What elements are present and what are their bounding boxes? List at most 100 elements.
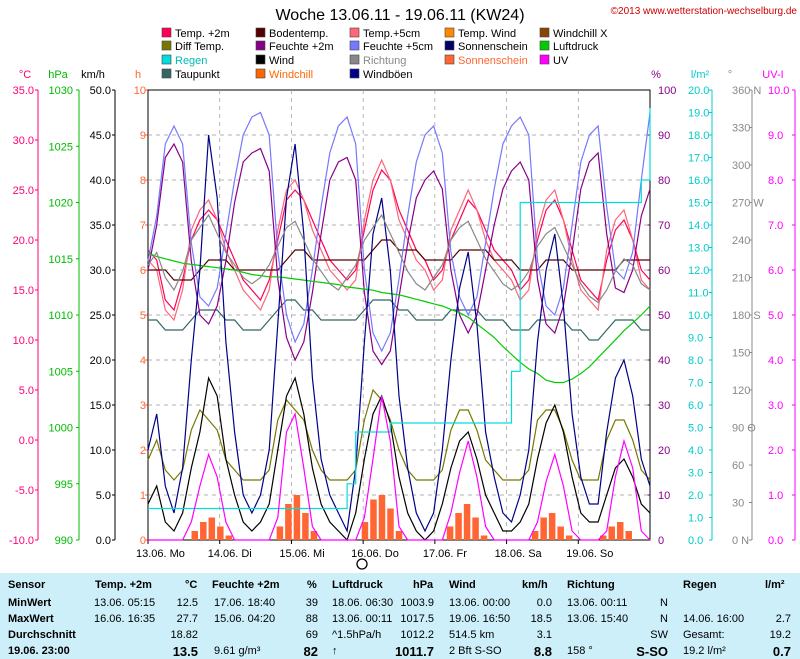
pressure_hpa-unit-label: hPa bbox=[48, 69, 68, 81]
stats-temp-detail: 13.06. 05:15 bbox=[94, 597, 156, 609]
legend-swatch bbox=[349, 54, 360, 65]
rain_lm2-tick-label: 5.0 bbox=[688, 423, 703, 435]
stats-hum-value: 39 bbox=[305, 597, 318, 609]
series-line-richtung bbox=[147, 213, 651, 304]
stats-header-sensor: Sensor bbox=[8, 579, 46, 591]
uv_index-unit-label: UV-I bbox=[762, 69, 783, 81]
stats-row-label: 19.06. 23:00 bbox=[8, 645, 70, 657]
stats-hum-value: 82 bbox=[303, 644, 318, 659]
uv_index-tick-label: 7.0 bbox=[768, 220, 783, 232]
sunshine-bar bbox=[302, 513, 309, 540]
legend-label: Luftdruck bbox=[553, 41, 599, 53]
stats-header-hum: Feuchte +2m bbox=[212, 579, 280, 591]
uv_index-tick-label: 4.0 bbox=[768, 355, 783, 367]
sun_h-tick-label: 4 bbox=[140, 355, 146, 367]
sunshine-bar bbox=[446, 526, 454, 540]
stats-dir-value: N bbox=[660, 597, 668, 609]
sunshine-bar bbox=[463, 504, 471, 540]
humidity_pct-tick-label: 50 bbox=[658, 310, 670, 322]
stats-row-label: MaxWert bbox=[8, 613, 54, 625]
stats-rain-value: 2.7 bbox=[775, 613, 791, 625]
rain_lm2-tick-label: 20.0 bbox=[688, 85, 709, 97]
sunshine-bar bbox=[472, 517, 479, 540]
wind_kmh-tick-label: 20.0 bbox=[90, 355, 111, 367]
legend-label: Taupunkt bbox=[175, 69, 220, 81]
x-axis: 13.06. Mo 14.06. Di 15.06. Mi 16.06. Do 17.0… bbox=[136, 540, 613, 560]
legend: Temp. +2m Bodentemp. Temp.+5cm Temp. Wind Wi… bbox=[161, 27, 608, 81]
rain_lm2-tick-label: 12.0 bbox=[688, 265, 709, 277]
stats-header-temp-unit: °C bbox=[185, 579, 198, 591]
rain_lm2-tick-label: 18.0 bbox=[688, 130, 709, 142]
copyright-text: ©2013 www.wetterstation-wechselburg.de bbox=[611, 6, 798, 17]
pressure_hpa-tick-label: 990 bbox=[55, 535, 73, 547]
uv_index-tick-label: 5.0 bbox=[768, 310, 783, 322]
legend-label: Windböen bbox=[363, 69, 413, 81]
humidity_pct-tick-label: 10 bbox=[658, 490, 670, 502]
temp_c-tick-label: 35.0 bbox=[13, 85, 34, 97]
direction_deg-unit-label: ° bbox=[728, 69, 732, 81]
rain_lm2-tick-label: 13.0 bbox=[688, 243, 709, 255]
stats-wind-detail: 13.06. 00:00 bbox=[449, 597, 511, 609]
stats-dir-detail: 158 ° bbox=[567, 645, 593, 657]
direction_deg-tick-label: 360 N bbox=[732, 85, 761, 97]
pressure_hpa-tick-label: 1010 bbox=[49, 310, 73, 322]
rain_lm2-tick-label: 4.0 bbox=[688, 445, 703, 457]
stats-press-value: 1012.2 bbox=[400, 629, 434, 641]
sun_h-tick-label: 6 bbox=[140, 265, 146, 277]
legend-label: Regen bbox=[175, 55, 207, 67]
direction_deg-tick-label: 120 bbox=[732, 385, 750, 397]
rain_lm2-tick-label: 0.0 bbox=[688, 535, 703, 547]
stats-hum-detail: 17.06. 18:40 bbox=[214, 597, 276, 609]
stats-row-label: MinWert bbox=[8, 597, 52, 609]
wind_kmh-tick-label: 25.0 bbox=[90, 310, 111, 322]
series-line-temp-2m bbox=[147, 168, 651, 312]
sunshine-bar bbox=[599, 535, 607, 540]
sunshine-bar bbox=[395, 531, 403, 540]
legend-swatch bbox=[444, 40, 455, 51]
stats-dir-detail: 13.06. 00:11 bbox=[567, 597, 628, 609]
direction_deg-tick-label: 150 bbox=[732, 348, 750, 360]
uv_index-tick-label: 3.0 bbox=[768, 400, 783, 412]
series-line-windb-en bbox=[147, 134, 651, 534]
sunshine-bar bbox=[616, 522, 624, 540]
stats-temp-value: 27.7 bbox=[176, 613, 198, 625]
legend-label: Windchill bbox=[269, 69, 313, 81]
legend-label: Temp.+5cm bbox=[363, 28, 420, 40]
stats-rain-detail: Gesamt: bbox=[683, 629, 725, 641]
direction_deg-tick-label: 180 S bbox=[732, 310, 761, 322]
stats-wind-detail: 2 Bft S-SO bbox=[449, 645, 502, 657]
sunshine-bars bbox=[191, 495, 632, 540]
legend-swatch bbox=[255, 27, 266, 38]
temp_c-tick-label: 5.0 bbox=[19, 385, 34, 397]
legend-swatch bbox=[161, 27, 172, 38]
temp_c-tick-label: 30.0 bbox=[13, 135, 34, 147]
stats-wind-value: 0.0 bbox=[536, 597, 552, 609]
stats-wind-value: 18.5 bbox=[530, 613, 552, 625]
stats-rain-value: 19.2 bbox=[769, 629, 791, 641]
stats-press-value: 1003.9 bbox=[400, 597, 434, 609]
pressure_hpa-tick-label: 1015 bbox=[49, 254, 73, 266]
humidity_pct-tick-label: 40 bbox=[658, 355, 670, 367]
rain_lm2-tick-label: 17.0 bbox=[688, 153, 709, 165]
rain_lm2-tick-label: 10.0 bbox=[688, 310, 709, 322]
stats-header-rain: Regen bbox=[683, 579, 717, 591]
wind_kmh-tick-label: 50.0 bbox=[90, 85, 111, 97]
uv_index-tick-label: 0.0 bbox=[768, 535, 783, 547]
weather-chart: Woche 13.06.11 - 19.06.11 (KW24) ©2013 w… bbox=[8, 6, 798, 570]
legend-swatch bbox=[255, 68, 266, 79]
stats-header-hum-unit: % bbox=[307, 579, 317, 591]
legend-label: Sonnenschein bbox=[458, 55, 528, 67]
humidity_pct-tick-label: 80 bbox=[658, 175, 670, 187]
legend-swatch bbox=[161, 54, 172, 65]
stats-temp-value: 18.82 bbox=[170, 629, 198, 641]
legend-label: Temp. +2m bbox=[175, 28, 230, 40]
legend-swatch bbox=[444, 27, 455, 38]
x-tick-label: 19.06. So bbox=[566, 548, 613, 560]
rain_lm2-tick-label: 16.0 bbox=[688, 175, 709, 187]
pressure_hpa-tick-label: 1000 bbox=[49, 423, 73, 435]
sunshine-bar bbox=[293, 495, 301, 540]
humidity_pct-tick-label: 0 bbox=[658, 535, 664, 547]
sun_h-tick-label: 10 bbox=[134, 85, 146, 97]
sun_h-tick-label: 8 bbox=[140, 175, 146, 187]
sun_h-tick-label: 5 bbox=[140, 310, 146, 322]
